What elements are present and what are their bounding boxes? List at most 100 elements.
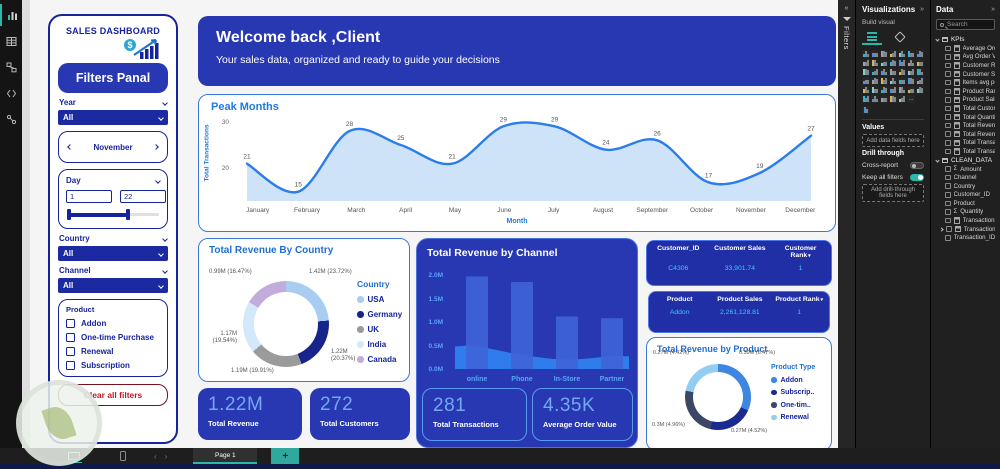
data-field-amount[interactable]: Σ Amount bbox=[936, 165, 995, 174]
channel-filter-label-row[interactable]: Channel bbox=[58, 266, 168, 275]
viz-icon-arcgis-map[interactable] bbox=[880, 95, 888, 103]
bar-partner[interactable] bbox=[601, 318, 623, 369]
bar-online[interactable] bbox=[466, 276, 488, 369]
data-field-transaction-id[interactable]: Transaction_ID bbox=[936, 233, 995, 242]
product-option-one-time-purchase[interactable]: One-time Purchase bbox=[66, 333, 160, 342]
checkbox-icon[interactable] bbox=[945, 71, 951, 77]
column-header-product[interactable]: Product bbox=[666, 296, 693, 303]
product-option-renewal[interactable]: Renewal bbox=[66, 347, 160, 356]
viz-icon-waterfall-chart[interactable] bbox=[907, 59, 915, 67]
checkbox-icon[interactable] bbox=[945, 235, 951, 241]
data-field-total-revenue-b[interactable]: Total Revenue b... bbox=[936, 130, 995, 139]
checkbox-icon[interactable] bbox=[945, 122, 951, 129]
data-field-quantity[interactable]: Σ Quantity bbox=[936, 208, 995, 217]
viz-icon-power-automate[interactable] bbox=[898, 95, 906, 103]
viz-icon-100-stacked-bar-chart[interactable] bbox=[898, 50, 906, 58]
viz-icon-line-and-stacked-column-chart[interactable] bbox=[880, 59, 888, 67]
viz-icon-area-chart[interactable] bbox=[862, 59, 870, 67]
checkbox-icon[interactable] bbox=[946, 226, 952, 232]
data-field-transaction-value[interactable]: Transaction Value bbox=[936, 216, 995, 225]
column-header-customer-sales[interactable]: Customer Sales bbox=[714, 245, 766, 252]
viz-icon-qa-visual[interactable] bbox=[907, 86, 915, 94]
day-to-input[interactable] bbox=[120, 190, 166, 203]
total-transactions-kpi-card[interactable]: 281 Total Transactions bbox=[422, 388, 527, 441]
legend-item-usa[interactable]: USA bbox=[357, 295, 402, 304]
viz-icon-narrative[interactable] bbox=[916, 86, 924, 94]
viz-icon-new-visual[interactable] bbox=[862, 106, 870, 114]
checkbox-icon[interactable] bbox=[945, 174, 951, 181]
legend-item-one-tim[interactable]: One-tim.. bbox=[771, 402, 815, 409]
viz-icon-stacked-area-chart[interactable] bbox=[871, 59, 879, 67]
revenue-by-country-chart[interactable]: Total Revenue By Country 1.42M (23.72%) 1… bbox=[198, 238, 410, 382]
viz-icon-scatter-chart[interactable] bbox=[862, 68, 870, 76]
viz-icon-funnel-chart[interactable] bbox=[916, 59, 924, 67]
collapse-pane-icon[interactable]: » bbox=[920, 6, 924, 13]
checkbox-icon[interactable] bbox=[945, 166, 951, 172]
viz-icon-pie-chart[interactable] bbox=[871, 68, 879, 76]
viz-icon-table[interactable] bbox=[916, 77, 924, 85]
viz-icon-clustered-column-chart[interactable] bbox=[889, 50, 897, 58]
drill-through-field-well[interactable]: Add drill-through fields here bbox=[862, 184, 924, 202]
checkbox-icon[interactable] bbox=[66, 319, 75, 328]
data-field-avg-order-valu[interactable]: Avg Order Valu... bbox=[936, 53, 995, 62]
data-field-items-avg-per-t[interactable]: Items avg per t... bbox=[936, 78, 995, 87]
viz-icon-stacked-column-chart[interactable] bbox=[871, 50, 879, 58]
total-customers-kpi-card[interactable]: 272 Total Customers bbox=[310, 388, 410, 440]
data-group-kpis[interactable]: KPIs bbox=[935, 35, 995, 44]
viz-icon-clustered-bar-chart[interactable] bbox=[880, 50, 888, 58]
data-field-total-customers[interactable]: Total Customers bbox=[936, 104, 995, 113]
legend-item-renewal[interactable]: Renewal bbox=[771, 414, 815, 421]
product-option-addon[interactable]: Addon bbox=[66, 319, 160, 328]
values-field-well[interactable]: Add data fields here bbox=[862, 134, 924, 147]
checkbox-icon[interactable] bbox=[945, 88, 951, 95]
welcome-banner[interactable]: Welcome back ,Client Your sales data, or… bbox=[198, 16, 836, 86]
dax-query-view-icon[interactable] bbox=[0, 82, 22, 104]
viz-icon-stacked-bar-chart[interactable] bbox=[862, 50, 870, 58]
data-field-country[interactable]: Country bbox=[936, 182, 995, 191]
checkbox-icon[interactable] bbox=[945, 105, 951, 112]
slider-handle-max[interactable] bbox=[126, 209, 130, 220]
data-field-product-rank[interactable]: Product Rank bbox=[936, 87, 995, 96]
peak-months-chart[interactable]: Peak Months Total Transactions 20 30 21 15… bbox=[198, 94, 836, 232]
checkbox-icon[interactable] bbox=[66, 347, 75, 356]
viz-icon-card[interactable] bbox=[880, 77, 888, 85]
product-option-subscription[interactable]: Subscription bbox=[66, 361, 160, 370]
channel-dropdown[interactable]: All bbox=[58, 278, 168, 293]
checkbox-icon[interactable] bbox=[945, 45, 951, 52]
revenue-by-product-chart[interactable]: Total Revenue by Product 0.39M (6.47%) 0.… bbox=[646, 337, 832, 451]
column-header-product-rank[interactable]: Product Rank▾ bbox=[775, 296, 824, 303]
checkbox-icon[interactable] bbox=[945, 217, 951, 224]
checkbox-icon[interactable] bbox=[945, 148, 951, 155]
country-filter-label-row[interactable]: Country bbox=[58, 234, 168, 243]
viz-icon-matrix[interactable] bbox=[862, 86, 870, 94]
checkbox-icon[interactable] bbox=[945, 79, 951, 86]
build-visual-tab[interactable] bbox=[862, 30, 882, 45]
bar-phone[interactable] bbox=[511, 282, 533, 369]
customer-rank-table[interactable]: Customer_ID Customer Sales Customer Rank▾ C… bbox=[646, 240, 832, 286]
legend-item-germany[interactable]: Germany bbox=[357, 310, 402, 319]
year-dropdown[interactable]: All bbox=[58, 110, 168, 125]
product-rank-table[interactable]: Product Product Sales Product Rank▾ Addon 2,… bbox=[648, 291, 830, 333]
viz-icon-filled-map[interactable] bbox=[907, 68, 915, 76]
viz-icon-metrics[interactable] bbox=[862, 95, 870, 103]
viz-icon-python-visual[interactable] bbox=[880, 86, 888, 94]
viz-icon-donut-chart[interactable] bbox=[880, 68, 888, 76]
viz-icon-decomposition-tree[interactable] bbox=[898, 86, 906, 94]
data-field-total-transactio[interactable]: Total Transactio... bbox=[936, 139, 995, 148]
model-view-icon[interactable] bbox=[0, 56, 22, 78]
column-header-customer-rank[interactable]: Customer Rank▾ bbox=[784, 245, 817, 259]
checkbox-icon[interactable] bbox=[945, 97, 951, 103]
column-header-product-sales[interactable]: Product Sales bbox=[717, 296, 763, 303]
chevron-right-icon[interactable] bbox=[939, 227, 944, 232]
revenue-by-channel-chart[interactable]: Total Revenue by Channel 0.0M 0.5M 1.0M 1.5… bbox=[416, 238, 638, 448]
get-more-visuals-icon[interactable]: ... bbox=[907, 95, 915, 103]
viz-icon-gauge[interactable] bbox=[871, 77, 879, 85]
viz-icon-multi-row-card[interactable] bbox=[889, 77, 897, 85]
day-from-input[interactable] bbox=[66, 190, 112, 203]
data-field-channel[interactable]: Channel bbox=[936, 173, 995, 182]
data-field-total-quantity[interactable]: Total Quantity bbox=[936, 113, 995, 122]
legend-item-addon[interactable]: Addon bbox=[771, 377, 815, 384]
viz-icon-kpi[interactable] bbox=[898, 77, 906, 85]
data-field-customer-id[interactable]: Customer_ID bbox=[936, 191, 995, 200]
checkbox-icon[interactable] bbox=[945, 54, 951, 60]
